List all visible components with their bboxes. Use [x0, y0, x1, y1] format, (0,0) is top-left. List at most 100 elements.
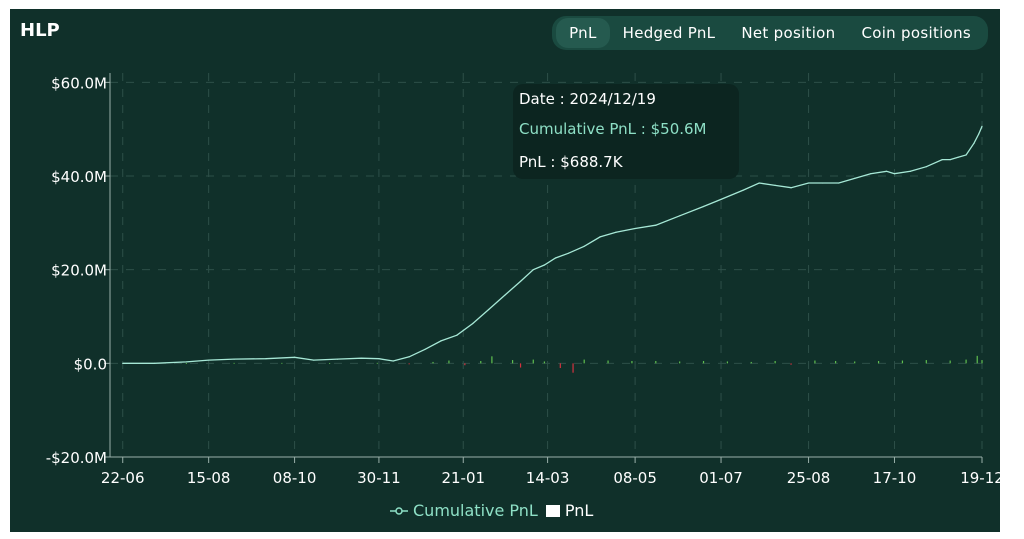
- pnl-bar: [679, 361, 681, 364]
- tab-hedged-pnl[interactable]: Hedged PnL: [622, 24, 716, 42]
- cumulative-line: [122, 125, 983, 364]
- pnl-bar: [491, 356, 493, 364]
- legend-label-pnl: PnL: [564, 501, 594, 520]
- pnl-bar: [750, 361, 752, 364]
- x-tick-label: 19-12: [960, 469, 1000, 487]
- pnl-bar: [702, 361, 705, 364]
- y-tick-label: $20.0M: [51, 262, 107, 280]
- pnl-bar: [532, 359, 534, 364]
- pnl-bar: [901, 360, 904, 364]
- axes: [104, 73, 983, 463]
- cumulative-pnl-point: [758, 182, 760, 184]
- pnl-bar: [655, 361, 657, 364]
- cumulative-pnl-point: [532, 269, 534, 271]
- pnl-bars: [138, 355, 983, 373]
- cumulative-pnl-point: [392, 360, 394, 362]
- pnl-bar: [543, 361, 546, 364]
- pnl-bar: [965, 359, 967, 364]
- cumulative-pnl-point: [941, 159, 943, 161]
- x-tick-label: 08-10: [273, 469, 317, 487]
- cumulative-pnl-point: [122, 362, 124, 364]
- pnl-bar: [376, 362, 378, 364]
- pnl-bar: [726, 361, 729, 364]
- pnl-bar: [981, 360, 983, 364]
- legend-item-cumulative[interactable]: Cumulative PnL: [390, 501, 538, 520]
- cumulative-pnl-point: [293, 356, 296, 358]
- pnl-bar: [607, 360, 609, 364]
- cumulative-pnl-point: [583, 245, 585, 247]
- legend-label-cumulative: Cumulative PnL: [413, 501, 538, 520]
- cumulative-pnl-point: [790, 187, 792, 189]
- chart-tooltip: Date : 2024/12/19 Cumulative PnL : $50.6…: [513, 84, 739, 179]
- cumulative-pnl-point: [504, 294, 506, 297]
- pnl-bar: [480, 361, 482, 364]
- cumulative-pnl-point: [336, 358, 339, 360]
- tooltip-cumulative-pnl: Cumulative PnL : $50.6M: [519, 120, 707, 138]
- cumulative-pnl-point: [702, 205, 705, 208]
- pnl-bar: [976, 355, 978, 364]
- x-tick-label: 17-10: [873, 469, 917, 487]
- pnl-bar: [583, 359, 585, 364]
- cumulative-pnl-point: [870, 173, 872, 175]
- y-tick-label: $40.0M: [51, 168, 107, 186]
- cumulative-pnl-point: [313, 359, 315, 361]
- cumulative-pnl-point: [965, 154, 967, 156]
- cumulative-pnl-point: [720, 198, 722, 201]
- pnl-chart[interactable]: $60.0M $40.0M $20.0M $0.0 -$20.0M 22-06 15-08 0…: [10, 9, 1000, 532]
- cumulative-pnl-point: [599, 236, 601, 238]
- x-tick-label: 14-03: [526, 469, 570, 487]
- pnl-bar: [854, 361, 856, 364]
- legend-item-pnl[interactable]: PnL: [545, 501, 594, 520]
- chart-panel: HLP PnL Hedged PnL Net position Coin pos…: [10, 9, 1000, 532]
- pnl-bar: [432, 361, 434, 364]
- y-tick-label: $60.0M: [51, 74, 107, 92]
- pnl-bar: [511, 360, 514, 364]
- cumulative-pnl-point: [981, 125, 983, 127]
- cumulative-pnl-point: [925, 166, 927, 168]
- tab-pnl[interactable]: PnL: [556, 18, 610, 48]
- cumulative-pnl-point: [408, 356, 410, 358]
- cumulative-pnl-point: [679, 215, 681, 217]
- tooltip-pnl: PnL : $688.7K: [519, 153, 623, 171]
- cumulative-pnl-point: [957, 156, 959, 158]
- x-tick-label: 08-05: [613, 469, 657, 487]
- square-swatch-icon: [545, 504, 560, 517]
- pnl-bar: [233, 362, 235, 364]
- cumulative-pnl-point: [774, 184, 776, 186]
- page-title: HLP: [20, 20, 60, 41]
- cumulative-pnl-point: [233, 358, 235, 360]
- tab-net-position[interactable]: Net position: [741, 24, 836, 42]
- cumulative-pnl-point: [208, 359, 210, 361]
- pnl-bar: [814, 360, 816, 364]
- pnl-bar: [774, 361, 776, 364]
- cumulative-pnl-point: [456, 334, 458, 336]
- cumulative-pnl-point: [185, 361, 187, 363]
- y-tick-label: $0.0: [74, 355, 107, 373]
- cumulative-pnl-point: [472, 322, 474, 325]
- chart-legend: Cumulative PnL PnL: [390, 501, 593, 520]
- cumulative-pnl-point: [543, 264, 546, 266]
- pnl-bar: [464, 363, 466, 366]
- x-tick-label: 30-11: [357, 469, 401, 487]
- cumulative-pnl-point: [893, 173, 896, 175]
- cumulative-pnl-point: [978, 133, 980, 135]
- tab-bar: PnL Hedged PnL Net position Coin positio…: [552, 16, 988, 50]
- tab-coin-positions[interactable]: Coin positions: [861, 24, 971, 42]
- cumulative-pnl-point: [742, 189, 744, 191]
- cumulative-pnl-point: [567, 252, 569, 254]
- x-tick-label: 01-07: [699, 469, 743, 487]
- cumulative-pnl-point: [807, 182, 810, 184]
- tooltip-date: Date : 2024/12/19: [519, 90, 656, 108]
- y-tick-label: -$20.0M: [46, 449, 107, 467]
- cumulative-pnl-point: [822, 182, 824, 184]
- cumulative-pnl-point: [153, 362, 156, 364]
- pnl-bar: [925, 360, 927, 364]
- cumulative-pnl-point: [838, 182, 840, 184]
- cumulative-pnl-point: [854, 177, 856, 179]
- pnl-bar: [835, 361, 837, 364]
- pnl-bar: [949, 360, 951, 364]
- cumulative-pnl-line: [122, 126, 983, 364]
- pnl-bar: [281, 362, 283, 364]
- cumulative-pnl-point: [615, 231, 617, 233]
- cumulative-pnl-point: [655, 224, 657, 226]
